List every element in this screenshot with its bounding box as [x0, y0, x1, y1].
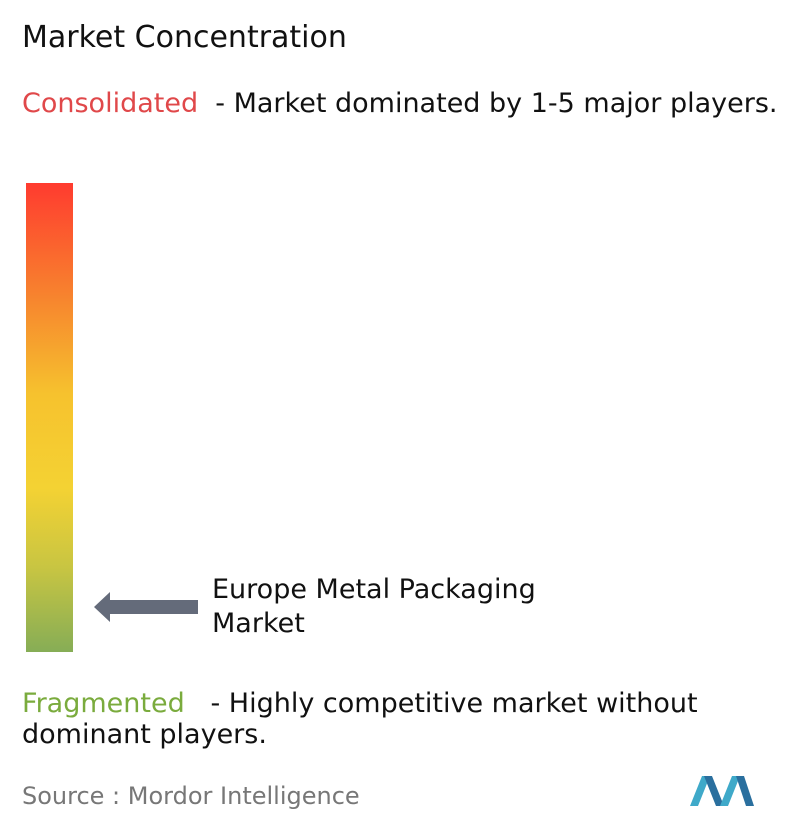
source: Source : Mordor Intelligence: [22, 782, 360, 810]
fragmented-description: - Highly competitive market without domi…: [22, 688, 698, 750]
consolidated-description: - Market dominated by 1-5 major players.: [215, 88, 778, 119]
fragmented-row: Fragmented - Highly competitive market w…: [22, 688, 792, 750]
consolidated-label: Consolidated: [22, 88, 199, 119]
title: Market Concentration: [22, 20, 347, 55]
concentration-bar: [26, 183, 73, 652]
marker-arrow: [94, 592, 198, 622]
logo: [690, 776, 754, 806]
fragmented-label: Fragmented: [22, 688, 185, 719]
consolidated-row: Consolidated - Market dominated by 1-5 m…: [22, 88, 792, 119]
marker-label: Europe Metal Packaging Market: [212, 574, 536, 639]
